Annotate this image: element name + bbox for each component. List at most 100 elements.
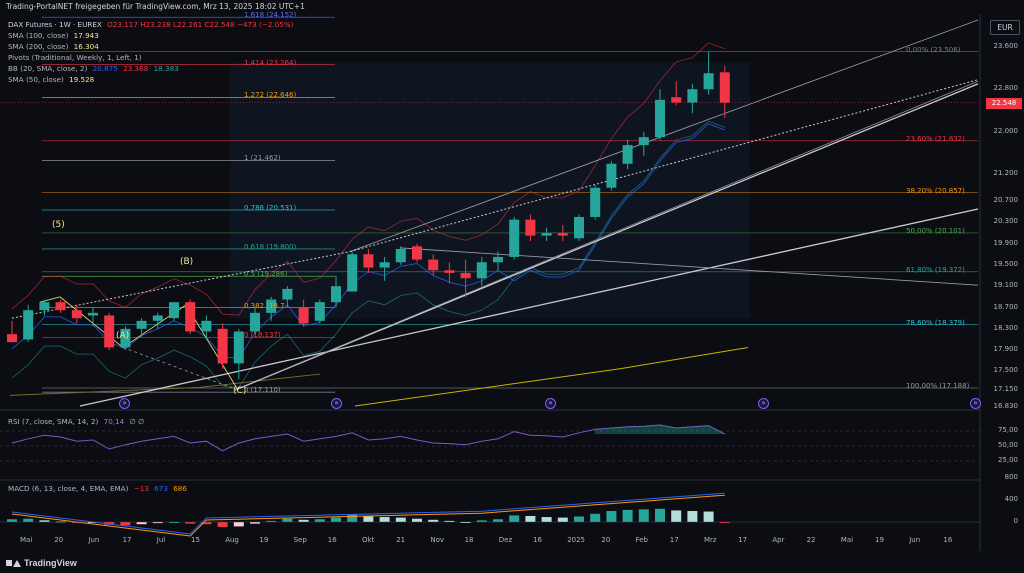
time-tick-label: 19 [259,536,269,544]
macd-histogram-bar [152,522,163,524]
sma200-value: 16.304 [73,42,99,51]
wave-c-label: (C) [233,386,247,396]
candle-body [314,302,325,321]
rsi-tick-label: 50,00 [997,441,1018,449]
macd-pane [0,492,980,537]
jump-forward-icon[interactable]: » [331,398,342,409]
rsi-value: 70,14 [103,417,125,426]
rsi-label: RSI (7, close, SMA, 14, 2) [8,417,99,426]
legend-sma200[interactable]: SMA (200, close) 16.304 [8,42,102,51]
bb-label: BB (20, SMA, close, 2) [8,64,88,73]
bb-basis-value: 20.875 [92,64,118,73]
jump-forward-icon[interactable]: » [970,398,981,409]
fib-retracement-label: 100,00% (17.188) [906,382,970,391]
candle-body [590,187,601,217]
candle-body [201,320,212,332]
candle-body [395,248,406,263]
price-tick-label: 23.600 [993,41,1019,50]
fib-extension-label: 0,5 (19.286) [244,270,288,279]
macd-histogram-bar [201,522,212,525]
legend-symbol-row: DAX Futures · 1W · EUREX O23.117 H23.238… [8,20,296,29]
legend-bb[interactable]: BB (20, SMA, close, 2) 20.875 23.368 18.… [8,64,182,73]
candle-body [622,145,633,164]
bb-lower-value: 18.383 [153,64,179,73]
rsi-extra: ∅ ∅ [129,417,145,426]
candle-body [7,334,17,343]
legend-sma50[interactable]: SMA (50, close) 19.528 [8,75,97,84]
wave-a-label: (A) [116,331,130,341]
macd-histogram-bar [444,520,455,522]
time-tick-label: 19 [875,536,884,544]
rsi-pane [0,424,980,462]
candle-body [687,89,698,103]
time-tick-label: Okt [362,536,375,544]
macd-hist-value: −13 [133,484,149,493]
macd-histogram-bar [460,522,471,523]
fib-extension-label: 1 (21.462) [244,154,281,163]
candle-body [703,73,714,90]
macd-label: MACD (6, 13, close, 4, EMA, EMA) [8,484,129,493]
sma200-label: SMA (200, close) [8,42,69,51]
header-title: Trading-PortalNET freigegeben für Tradin… [0,0,1024,14]
candle-body [298,307,309,324]
macd-histogram-bar [476,520,487,522]
candle-body [331,286,341,303]
macd-histogram-bar [541,517,552,522]
rsi-tick-label: 25,00 [997,456,1018,464]
macd-histogram-bar [71,522,82,524]
macd-histogram-bar [282,518,293,522]
macd-histogram-bar [363,516,374,522]
candle-body [282,288,293,300]
fib-extension-label: 0,618 (19.800) [244,242,297,251]
candle-body [541,232,552,236]
price-tick-label: 21.200 [993,169,1019,178]
legend-pivots[interactable]: Pivots (Traditional, Weekly, 1, Left, 1) [8,53,145,62]
price-tick-label: 22.800 [993,84,1019,93]
bb-lower-line [11,120,725,388]
fib-retracement-label: 38,20% (20.857) [906,186,965,195]
time-tick-label: Jul [156,536,166,544]
footer-brand: TradingView [24,558,77,568]
jump-forward-icon[interactable]: » [545,398,556,409]
channel-line [259,80,979,380]
price-tick-label: 20.700 [993,196,1019,205]
fib-retracement-label: 23,60% (21.832) [906,134,965,143]
macd-histogram-bar [719,522,730,523]
macd-histogram-bar [428,519,439,522]
sma-200-line [9,373,321,396]
price-tick-label: 17.900 [993,345,1019,354]
candle-body [525,219,536,236]
jump-forward-icon[interactable]: » [758,398,769,409]
sma100-label: SMA (100, close) [8,31,69,40]
macd-histogram-bar [412,518,422,522]
macd-legend[interactable]: MACD (6, 13, close, 4, EMA, EMA) −13 673… [8,484,190,493]
candle-body [169,302,179,319]
macd-line [11,492,725,535]
macd-signal-line [11,494,725,537]
macd-histogram-bar [347,514,358,522]
candle-body [476,262,487,279]
time-tick-label: 17 [122,536,132,544]
candle-body [363,254,374,268]
candle-body [266,299,277,313]
macd-histogram-bar [395,517,406,522]
price-tick-label: 19.100 [993,281,1019,290]
jump-forward-icon[interactable]: » [119,398,130,409]
macd-histogram-bar [606,511,617,522]
macd-histogram-bar [314,519,325,522]
rsi-legend[interactable]: RSI (7, close, SMA, 14, 2) 70,14 ∅ ∅ [8,417,147,426]
candle-body [152,315,163,321]
fib-retracement-label: 50,00% (20.101) [906,226,965,235]
currency-button[interactable]: EUR [990,20,1020,35]
time-tick-label: Sep [293,536,307,544]
fib-extension-label: 1,618 (24.152) [244,11,297,20]
legend-sma100[interactable]: SMA (100, close) 17.943 [8,31,102,40]
time-tick-label: Jun [909,536,921,544]
candle-body [104,315,115,348]
macd-histogram-bar [590,513,601,522]
chart-canvas[interactable] [0,14,1024,551]
symbol-label[interactable]: DAX Futures · 1W · EUREX [8,20,102,29]
price-tick-label: 18.700 [993,302,1019,311]
macd-histogram-bar [298,519,309,522]
macd-histogram-bar [622,509,633,522]
